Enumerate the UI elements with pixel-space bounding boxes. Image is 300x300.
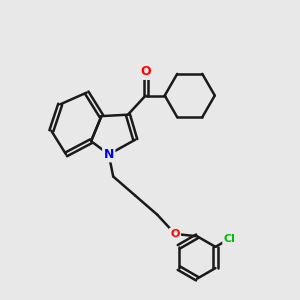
Text: O: O [140,65,151,79]
Text: Cl: Cl [224,234,236,244]
Text: N: N [103,148,114,161]
Text: O: O [170,229,180,239]
